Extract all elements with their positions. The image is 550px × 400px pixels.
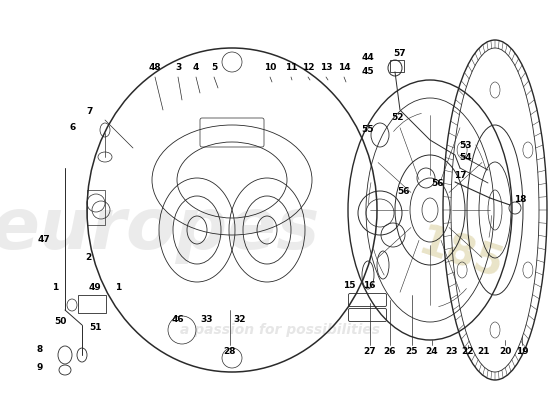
Text: 20: 20 bbox=[499, 348, 511, 356]
Text: 49: 49 bbox=[89, 282, 101, 292]
Bar bbox=[78, 295, 106, 313]
Bar bbox=[87, 190, 105, 225]
Text: 13: 13 bbox=[320, 64, 332, 72]
Text: 48: 48 bbox=[148, 64, 161, 72]
Text: 47: 47 bbox=[37, 236, 51, 244]
Text: 23: 23 bbox=[446, 348, 458, 356]
Text: 45: 45 bbox=[362, 68, 375, 76]
Text: 19: 19 bbox=[516, 348, 529, 356]
Text: 3: 3 bbox=[175, 64, 181, 72]
Text: 15: 15 bbox=[343, 280, 355, 290]
Text: 46: 46 bbox=[172, 316, 184, 324]
Text: 10: 10 bbox=[264, 64, 276, 72]
Text: 14: 14 bbox=[338, 64, 350, 72]
Text: europes: europes bbox=[0, 196, 320, 264]
Text: 8: 8 bbox=[37, 346, 43, 354]
Text: 57: 57 bbox=[394, 48, 406, 58]
Text: 9: 9 bbox=[37, 364, 43, 372]
Text: 53: 53 bbox=[460, 140, 472, 150]
Text: 24: 24 bbox=[426, 348, 438, 356]
Bar bbox=[390, 60, 404, 72]
Text: 21: 21 bbox=[478, 348, 490, 356]
Text: 16: 16 bbox=[363, 280, 375, 290]
Text: 44: 44 bbox=[362, 54, 375, 62]
Text: 6: 6 bbox=[70, 124, 76, 132]
Text: 4: 4 bbox=[193, 64, 199, 72]
Text: 1: 1 bbox=[115, 282, 121, 292]
Text: 51: 51 bbox=[90, 324, 102, 332]
Text: 185: 185 bbox=[412, 222, 508, 288]
Text: 54: 54 bbox=[460, 154, 472, 162]
Text: 5: 5 bbox=[211, 64, 217, 72]
Text: 7: 7 bbox=[87, 108, 93, 116]
Text: 1: 1 bbox=[52, 282, 58, 292]
Text: 17: 17 bbox=[454, 170, 466, 180]
Text: 55: 55 bbox=[361, 126, 373, 134]
Text: 18: 18 bbox=[514, 196, 526, 204]
Text: 50: 50 bbox=[54, 318, 66, 326]
Text: 12: 12 bbox=[302, 64, 314, 72]
Text: 27: 27 bbox=[364, 348, 376, 356]
Text: 56: 56 bbox=[398, 188, 410, 196]
Text: 28: 28 bbox=[224, 348, 236, 356]
Text: 26: 26 bbox=[384, 348, 396, 356]
Text: 11: 11 bbox=[285, 64, 297, 72]
Text: 52: 52 bbox=[390, 114, 403, 122]
Text: 56: 56 bbox=[432, 178, 444, 188]
Text: 32: 32 bbox=[234, 316, 246, 324]
Text: 25: 25 bbox=[406, 348, 418, 356]
Text: 2: 2 bbox=[85, 254, 91, 262]
Text: a passion for possibilities: a passion for possibilities bbox=[180, 323, 380, 337]
Text: 22: 22 bbox=[462, 348, 474, 356]
Text: 33: 33 bbox=[201, 316, 213, 324]
